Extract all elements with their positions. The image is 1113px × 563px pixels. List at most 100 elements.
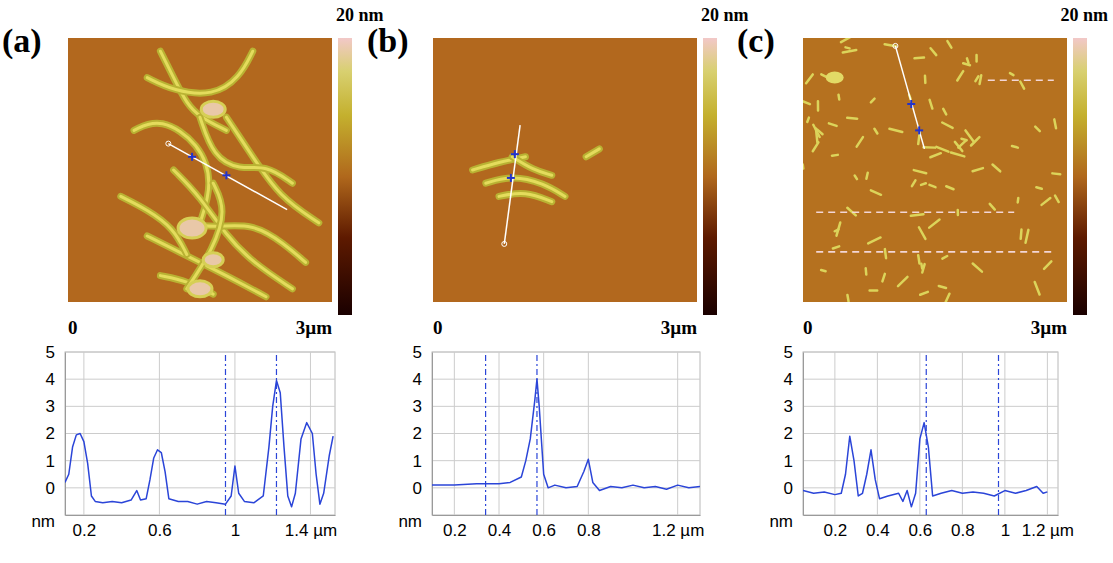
y-unit-label: nm [769, 512, 793, 531]
rod [919, 227, 925, 239]
rod [871, 99, 875, 103]
rod [957, 210, 960, 215]
colorbar [1073, 38, 1087, 315]
rod [939, 286, 946, 288]
x-tick-label: 1.4 µm [285, 521, 337, 540]
rod [857, 137, 863, 146]
rod [841, 38, 853, 42]
rod [912, 180, 916, 186]
aggregate [201, 101, 225, 117]
image-scale-label: 0 [803, 317, 813, 338]
profile-cursor-marker [188, 153, 196, 161]
x-tick-label: 0.2 [824, 521, 848, 540]
rod [845, 47, 849, 48]
y-tick: 2 [413, 424, 432, 443]
height-profile [432, 379, 700, 490]
rod [947, 41, 951, 47]
height-profile [803, 423, 1047, 507]
x-axis-line [66, 515, 336, 516]
x-tick-label: 0.6 [532, 521, 556, 540]
rod [973, 264, 982, 272]
y-tick: 4 [413, 370, 432, 389]
x-tick: 1 [1001, 515, 1010, 540]
x-tick: 0.6 [532, 515, 556, 540]
grid-line-x [543, 352, 544, 515]
rod [990, 204, 995, 210]
grid-line-y [65, 460, 335, 461]
colorbar-label: 20 nm [1060, 5, 1108, 25]
scan-streak [816, 211, 1014, 213]
rod [803, 101, 810, 104]
fibril-outline [147, 236, 266, 297]
fibril-outline [174, 170, 293, 289]
grid-line-y [432, 379, 700, 380]
rod [958, 140, 966, 147]
grid-line-y [803, 460, 1058, 461]
y-tick-label: 3 [46, 397, 55, 416]
rod [1019, 230, 1022, 239]
y-tick: 2 [46, 424, 65, 443]
image-background [68, 38, 332, 302]
y-tick-label: 0 [413, 479, 422, 498]
fibril-outline [147, 51, 253, 93]
y-tick-label: 2 [46, 424, 55, 443]
y-axis: 012345 [46, 343, 66, 516]
y-tick: 0 [46, 479, 65, 498]
x-tick-label: 0.4 [866, 521, 890, 540]
rod [885, 249, 886, 258]
rod [973, 168, 983, 171]
rod [1042, 198, 1051, 205]
grid-line-y [65, 487, 335, 488]
y-tick: 4 [784, 370, 803, 389]
rod [866, 173, 867, 179]
y-tick-label: 2 [784, 424, 793, 443]
rod [967, 58, 969, 63]
x-tick: 1.2 µm [652, 515, 704, 540]
profile-scan-start [893, 43, 898, 48]
rod [930, 100, 933, 109]
y-tick-label: 5 [784, 343, 793, 362]
scan-streak [816, 251, 1054, 253]
grid-line-x [677, 352, 678, 515]
profile-scan-line [504, 125, 520, 244]
fibril-outline [512, 157, 552, 175]
x-tick: 1.4 µm [285, 515, 337, 540]
x-tick: 0.2 [824, 515, 848, 540]
marker-v [910, 100, 912, 108]
grid-line-x [919, 352, 920, 515]
rod [942, 123, 952, 128]
y-tick-label: 4 [784, 370, 793, 389]
y-tick-label: 2 [413, 424, 422, 443]
rod [843, 50, 856, 53]
cursor-line [225, 352, 226, 515]
x-tick-label: 0.2 [73, 521, 97, 540]
rod [951, 153, 964, 157]
panel: (b)03µm20 nm0.20.40.60.81.2 µm012345nm [367, 5, 749, 540]
rod [871, 190, 881, 194]
grid-line-y [65, 433, 335, 434]
fibril [499, 194, 552, 202]
x-tick-label: 0.6 [148, 521, 172, 540]
plot-marks [65, 352, 333, 515]
x-axis: 0.20.40.60.811.2 µm [804, 515, 1075, 540]
y-tick-label: 4 [46, 370, 55, 389]
rod [980, 75, 982, 84]
rod [821, 270, 826, 271]
cursor-line [998, 352, 999, 515]
rod [882, 274, 884, 282]
rod [868, 237, 880, 243]
x-tick: 0.4 [866, 515, 890, 540]
x-tick-label: 0.8 [577, 521, 601, 540]
rod [920, 264, 923, 269]
rod [806, 74, 813, 83]
y-unit-label: nm [31, 512, 55, 531]
y-tick: 1 [413, 452, 432, 471]
height-profile [65, 381, 333, 507]
rod [914, 170, 926, 173]
rod [817, 101, 820, 110]
rod [855, 176, 857, 180]
y-tick-label: 0 [784, 479, 793, 498]
y-tick: 3 [784, 397, 803, 416]
panel: (c)03µm20 nm0.20.40.60.811.2 µm012345nm [737, 5, 1108, 540]
rod [963, 63, 970, 65]
